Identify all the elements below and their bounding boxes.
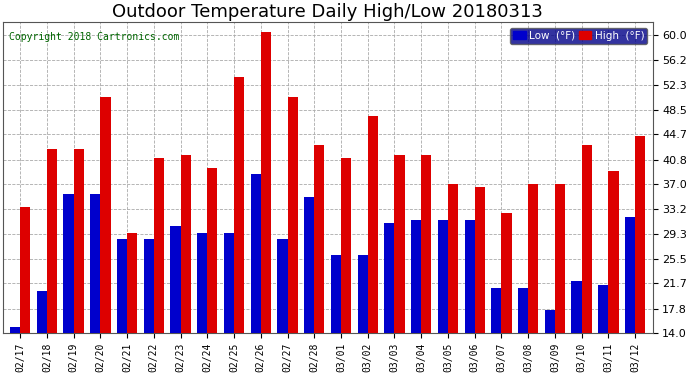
Bar bbox=[207, 168, 217, 333]
Bar bbox=[395, 155, 404, 333]
Bar bbox=[90, 194, 100, 333]
Bar bbox=[10, 327, 20, 333]
Bar bbox=[74, 148, 83, 333]
Bar bbox=[37, 291, 47, 333]
Bar bbox=[368, 116, 378, 333]
Bar bbox=[598, 285, 609, 333]
Bar bbox=[544, 310, 555, 333]
Bar bbox=[502, 213, 511, 333]
Bar bbox=[250, 174, 261, 333]
Bar bbox=[625, 217, 635, 333]
Bar bbox=[571, 281, 582, 333]
Bar bbox=[154, 158, 164, 333]
Bar bbox=[528, 184, 538, 333]
Title: Outdoor Temperature Daily High/Low 20180313: Outdoor Temperature Daily High/Low 20180… bbox=[112, 3, 543, 21]
Bar bbox=[144, 239, 154, 333]
Bar bbox=[464, 220, 475, 333]
Bar bbox=[117, 239, 127, 333]
Bar bbox=[234, 77, 244, 333]
Bar bbox=[518, 288, 528, 333]
Text: Copyright 2018 Cartronics.com: Copyright 2018 Cartronics.com bbox=[9, 32, 179, 42]
Bar bbox=[63, 194, 74, 333]
Bar bbox=[224, 233, 234, 333]
Bar bbox=[181, 155, 190, 333]
Bar bbox=[411, 220, 421, 333]
Bar bbox=[314, 146, 324, 333]
Bar bbox=[170, 226, 181, 333]
Bar bbox=[357, 255, 368, 333]
Bar bbox=[331, 255, 341, 333]
Bar bbox=[277, 239, 288, 333]
Bar bbox=[20, 207, 30, 333]
Bar bbox=[261, 32, 271, 333]
Bar bbox=[555, 184, 565, 333]
Bar bbox=[609, 171, 618, 333]
Bar bbox=[635, 136, 645, 333]
Bar bbox=[582, 146, 592, 333]
Bar bbox=[197, 233, 207, 333]
Bar bbox=[288, 97, 297, 333]
Bar bbox=[100, 97, 110, 333]
Bar bbox=[448, 184, 458, 333]
Bar bbox=[341, 158, 351, 333]
Bar bbox=[304, 197, 314, 333]
Bar bbox=[127, 233, 137, 333]
Bar bbox=[421, 155, 431, 333]
Bar bbox=[47, 148, 57, 333]
Bar bbox=[491, 288, 502, 333]
Bar bbox=[437, 220, 448, 333]
Bar bbox=[475, 188, 485, 333]
Bar bbox=[384, 223, 395, 333]
Legend: Low  (°F), High  (°F): Low (°F), High (°F) bbox=[510, 27, 647, 44]
